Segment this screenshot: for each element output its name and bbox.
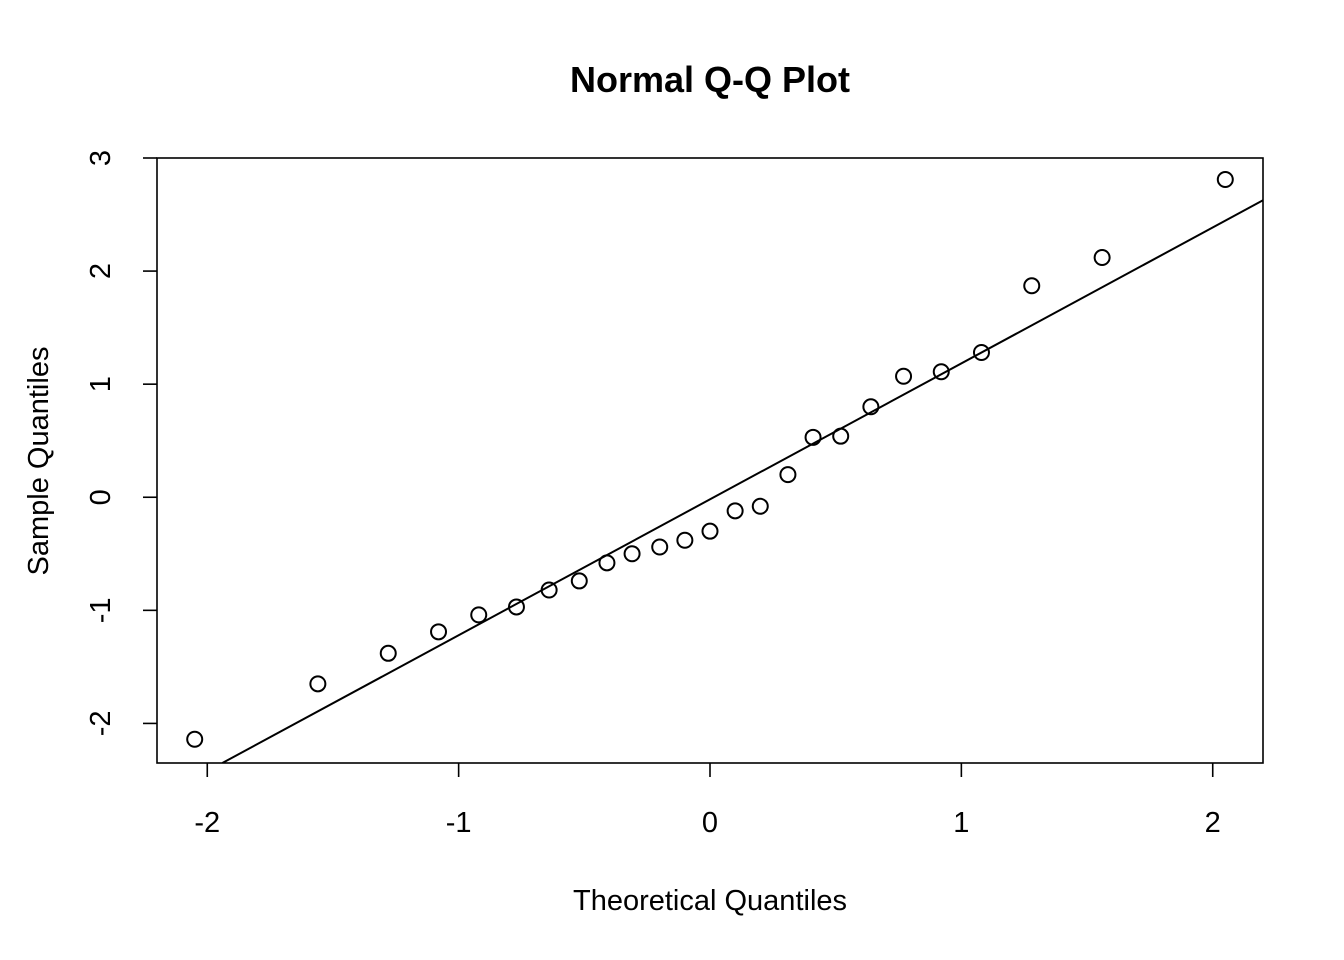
reference-line-group [221, 199, 1263, 763]
data-point [862, 398, 880, 416]
data-point [651, 538, 669, 556]
data-point [972, 344, 990, 362]
y-tick-label: 0 [85, 489, 117, 505]
data-point [701, 522, 719, 540]
x-tick-label: -1 [446, 807, 472, 839]
data-point [895, 367, 913, 385]
chart-title: Normal Q-Q Plot [570, 59, 850, 100]
data-point [186, 730, 204, 748]
data-point [932, 363, 950, 381]
x-tick-label: 1 [953, 807, 969, 839]
data-point [804, 428, 822, 446]
x-tick-label: -2 [194, 807, 220, 839]
data-point [676, 531, 694, 549]
x-axis: -2 -1 0 1 2 [194, 763, 1221, 839]
data-point [507, 598, 525, 616]
plot-frame [156, 157, 1264, 764]
data-points [186, 170, 1234, 748]
data-point [623, 545, 641, 563]
data-point [751, 497, 769, 515]
data-point [779, 466, 797, 484]
y-axis: -2 -1 0 1 2 3 [85, 150, 157, 736]
data-point [379, 644, 397, 662]
data-point [470, 606, 488, 624]
y-tick-label: 2 [85, 263, 117, 279]
x-axis-label: Theoretical Quantiles [573, 885, 847, 917]
qq-reference-line [221, 199, 1263, 763]
data-point [309, 675, 327, 693]
data-point [1023, 277, 1041, 295]
x-tick-label: 0 [702, 807, 718, 839]
x-tick-label: 2 [1205, 807, 1221, 839]
data-point [832, 427, 850, 445]
y-tick-label: 1 [85, 376, 117, 392]
y-axis-label: Sample Quantiles [23, 347, 55, 576]
data-point [726, 502, 744, 520]
data-point [1216, 170, 1234, 188]
data-point [430, 623, 448, 641]
y-tick-label: 3 [85, 150, 117, 166]
data-point [540, 581, 558, 599]
data-point [570, 572, 588, 590]
y-tick-label: -1 [85, 597, 117, 623]
data-point [1093, 249, 1111, 267]
data-point [598, 554, 616, 572]
y-tick-label: -2 [85, 711, 117, 737]
